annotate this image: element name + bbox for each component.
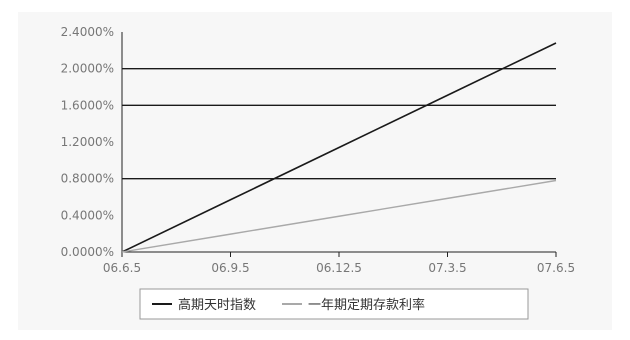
x-tick-label: 06.9.5: [211, 261, 249, 275]
axes: [121, 32, 557, 257]
x-tick-label: 06.6.5: [103, 261, 141, 275]
y-tick-label: 0.4000%: [61, 208, 114, 222]
legend-box: [139, 288, 529, 320]
x-tick-label: 06.12.5: [316, 261, 362, 275]
series-line-0: [121, 42, 557, 253]
y-tick-label: 2.4000%: [61, 25, 114, 39]
legend: 高期天时指数 一年期定期存款利率: [139, 288, 529, 320]
gridlines: [122, 68, 556, 180]
series-lines: [121, 42, 557, 253]
y-tick-label: 0.0000%: [61, 245, 114, 259]
x-tick-label: 07.6.5: [537, 261, 575, 275]
line-chart: 0.0000% 0.4000% 0.8000% 1.2000% 1.6000% 2.000…: [61, 25, 575, 320]
legend-label-1: 一年期定期存款利率: [308, 297, 425, 313]
chart-frame: 0.0000% 0.4000% 0.8000% 1.2000% 1.6000% 2.000…: [18, 12, 612, 330]
series-line-1: [121, 179, 557, 253]
x-tick-labels: 06.6.5 06.9.5 06.12.5 07.3.5 07.6.5: [103, 261, 575, 275]
legend-label-0: 高期天时指数: [178, 297, 256, 313]
y-tick-label: 0.8000%: [61, 172, 114, 186]
y-tick-label: 1.6000%: [61, 98, 114, 112]
x-tick-label: 07.3.5: [428, 261, 466, 275]
y-tick-label: 1.2000%: [61, 135, 114, 149]
y-tick-labels: 0.0000% 0.4000% 0.8000% 1.2000% 1.6000% 2.000…: [61, 25, 114, 259]
y-tick-label: 2.0000%: [61, 62, 114, 76]
